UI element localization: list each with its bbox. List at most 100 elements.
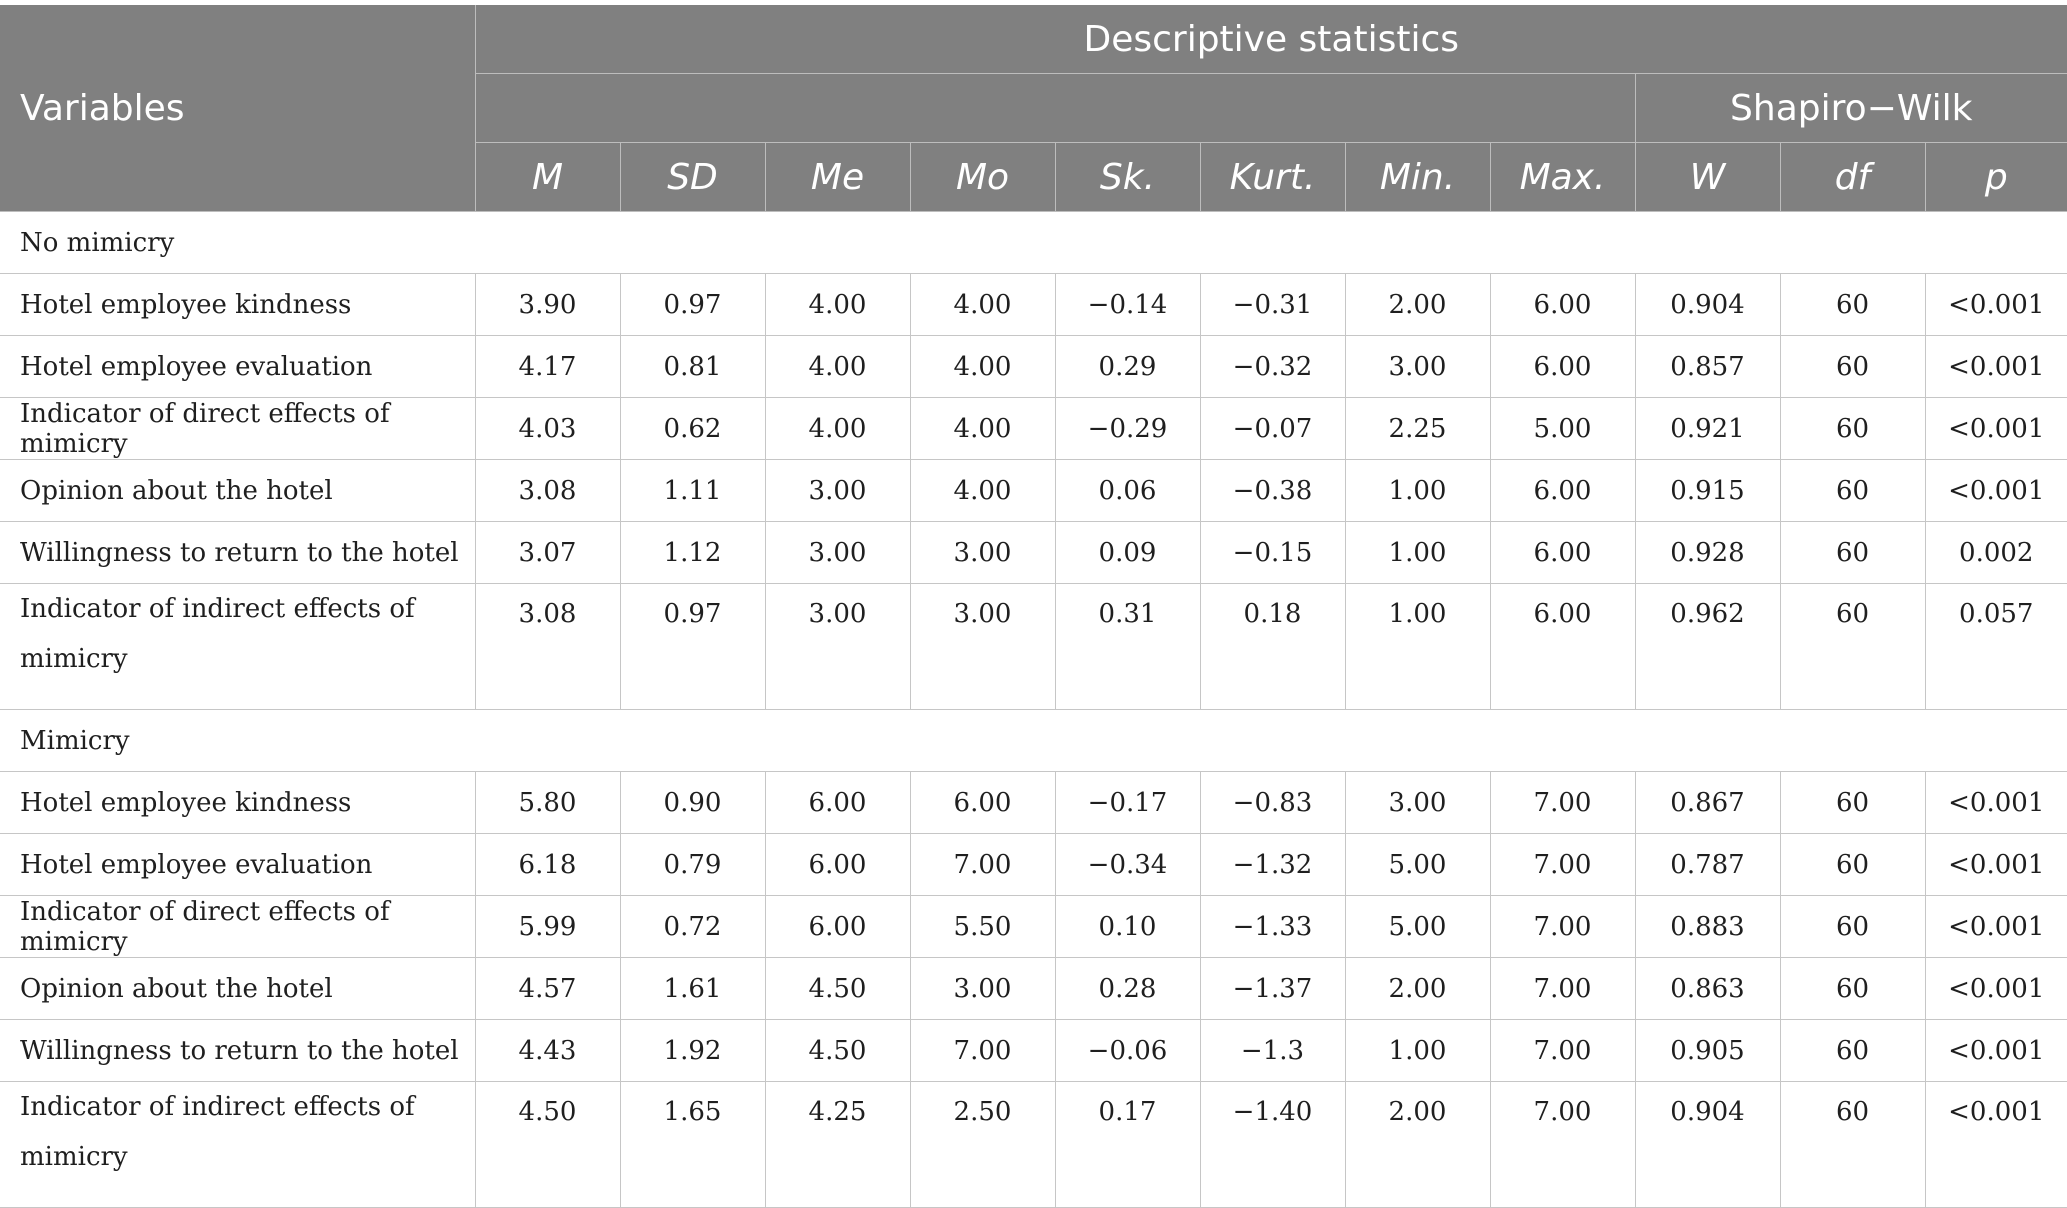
value-cell: 60 — [1779, 521, 1926, 584]
value-cell: −0.07 — [1199, 397, 1346, 460]
value-cell: 6.00 — [909, 771, 1056, 834]
value-cell: 2.50 — [909, 1081, 1056, 1208]
value-cell: 60 — [1779, 957, 1926, 1020]
value-cell: 4.43 — [474, 1019, 621, 1082]
value-cell: −1.33 — [1199, 895, 1346, 958]
value-cell: 3.00 — [909, 583, 1056, 710]
value-cell: <0.001 — [1924, 957, 2067, 1020]
value-cell: 1.00 — [1344, 1019, 1491, 1082]
value-cell: <0.001 — [1924, 459, 2067, 522]
value-cell: 1.61 — [619, 957, 766, 1020]
table-row: Hotel employee kindness 3.90 0.97 4.00 4.00−… — [0, 273, 2067, 336]
variable-label: Opinion about the hotel — [0, 957, 476, 1020]
value-cell: −1.32 — [1199, 833, 1346, 896]
value-cell: 60 — [1779, 459, 1926, 522]
variable-label: Willingness to return to the hotel — [0, 521, 476, 584]
value-cell: 4.25 — [764, 1081, 911, 1208]
value-cell: 0.904 — [1634, 273, 1781, 336]
value-cell: 4.00 — [764, 335, 911, 398]
col-header-skewness: Sk. — [1055, 142, 1201, 212]
value-cell: 60 — [1779, 1019, 1926, 1082]
value-cell: 0.905 — [1634, 1019, 1781, 1082]
variable-label: Opinion about the hotel — [0, 459, 476, 522]
value-cell: 1.11 — [619, 459, 766, 522]
value-cell: 3.00 — [764, 521, 911, 584]
value-cell: 0.06 — [1054, 459, 1201, 522]
value-cell: 7.00 — [1489, 957, 1636, 1020]
value-cell: 6.00 — [764, 771, 911, 834]
value-cell: 1.92 — [619, 1019, 766, 1082]
value-cell: 1.00 — [1344, 583, 1491, 710]
group-label: Mimicry — [0, 709, 2067, 772]
col-header-p: p — [1925, 142, 2067, 212]
value-cell: 60 — [1779, 771, 1926, 834]
value-cell: <0.001 — [1924, 1081, 2067, 1208]
value-cell: 60 — [1779, 335, 1926, 398]
value-cell: 7.00 — [909, 1019, 1056, 1082]
value-cell: 5.00 — [1489, 397, 1636, 460]
value-cell: 5.50 — [909, 895, 1056, 958]
variable-label: Indicator of direct effects of mimicry — [0, 895, 476, 958]
value-cell: 7.00 — [1489, 1081, 1636, 1208]
value-cell: 7.00 — [1489, 771, 1636, 834]
value-cell: 0.29 — [1054, 335, 1201, 398]
value-cell: 2.25 — [1344, 397, 1491, 460]
value-cell: 0.31 — [1054, 583, 1201, 710]
table-row: Indicator of indirect effects of mimicry… — [0, 1081, 2067, 1208]
statistics-table: Variables Descriptive statistics Shapiro… — [0, 5, 2067, 1208]
value-cell: 3.00 — [909, 957, 1056, 1020]
col-header-m: M — [475, 142, 621, 212]
value-cell: 3.00 — [764, 459, 911, 522]
value-cell: −1.40 — [1199, 1081, 1346, 1208]
value-cell: 0.904 — [1634, 1081, 1781, 1208]
value-cell: 1.00 — [1344, 459, 1491, 522]
value-cell: 4.50 — [764, 957, 911, 1020]
value-cell: −1.37 — [1199, 957, 1346, 1020]
value-cell: −0.17 — [1054, 771, 1201, 834]
table-row: Willingness to return to the hotel 3.07 1.… — [0, 521, 2067, 584]
value-cell: 60 — [1779, 397, 1926, 460]
value-cell: <0.001 — [1924, 1019, 2067, 1082]
variable-label: Indicator of indirect effects of mimicry — [0, 583, 476, 710]
value-cell: 4.17 — [474, 335, 621, 398]
variable-label: Hotel employee evaluation — [0, 335, 476, 398]
value-cell: 0.18 — [1199, 583, 1346, 710]
value-cell: 1.65 — [619, 1081, 766, 1208]
variable-label: Hotel employee kindness — [0, 273, 476, 336]
value-cell: 0.002 — [1924, 521, 2067, 584]
value-cell: 0.867 — [1634, 771, 1781, 834]
value-cell: −0.38 — [1199, 459, 1346, 522]
table-row: Willingness to return to the hotel 4.43 1.… — [0, 1019, 2067, 1082]
value-cell: 6.00 — [1489, 335, 1636, 398]
group-row: Mimicry — [0, 709, 2067, 772]
value-cell: 5.00 — [1344, 895, 1491, 958]
value-cell: 6.00 — [1489, 583, 1636, 710]
value-cell: 0.915 — [1634, 459, 1781, 522]
col-header-kurtosis: Kurt. — [1200, 142, 1346, 212]
value-cell: 5.80 — [474, 771, 621, 834]
table-row: Indicator of direct effects of mimicry 4.… — [0, 397, 2067, 460]
value-cell: 0.10 — [1054, 895, 1201, 958]
value-cell: <0.001 — [1924, 335, 2067, 398]
value-cell: 6.00 — [1489, 273, 1636, 336]
value-cell: 60 — [1779, 583, 1926, 710]
value-cell: 7.00 — [1489, 1019, 1636, 1082]
value-cell: −1.3 — [1199, 1019, 1346, 1082]
value-cell: −0.06 — [1054, 1019, 1201, 1082]
value-cell: 4.00 — [909, 459, 1056, 522]
value-cell: 0.921 — [1634, 397, 1781, 460]
value-cell: 1.00 — [1344, 521, 1491, 584]
descriptive-subheader-blank — [475, 73, 1636, 143]
value-cell: 3.08 — [474, 583, 621, 710]
value-cell: 0.883 — [1634, 895, 1781, 958]
value-cell: 0.787 — [1634, 833, 1781, 896]
value-cell: 5.00 — [1344, 833, 1491, 896]
col-header-sd: SD — [620, 142, 766, 212]
value-cell: 6.18 — [474, 833, 621, 896]
value-cell: 60 — [1779, 273, 1926, 336]
value-cell: 5.99 — [474, 895, 621, 958]
variable-label: Hotel employee kindness — [0, 771, 476, 834]
value-cell: 3.08 — [474, 459, 621, 522]
value-cell: 7.00 — [909, 833, 1056, 896]
value-cell: 0.962 — [1634, 583, 1781, 710]
